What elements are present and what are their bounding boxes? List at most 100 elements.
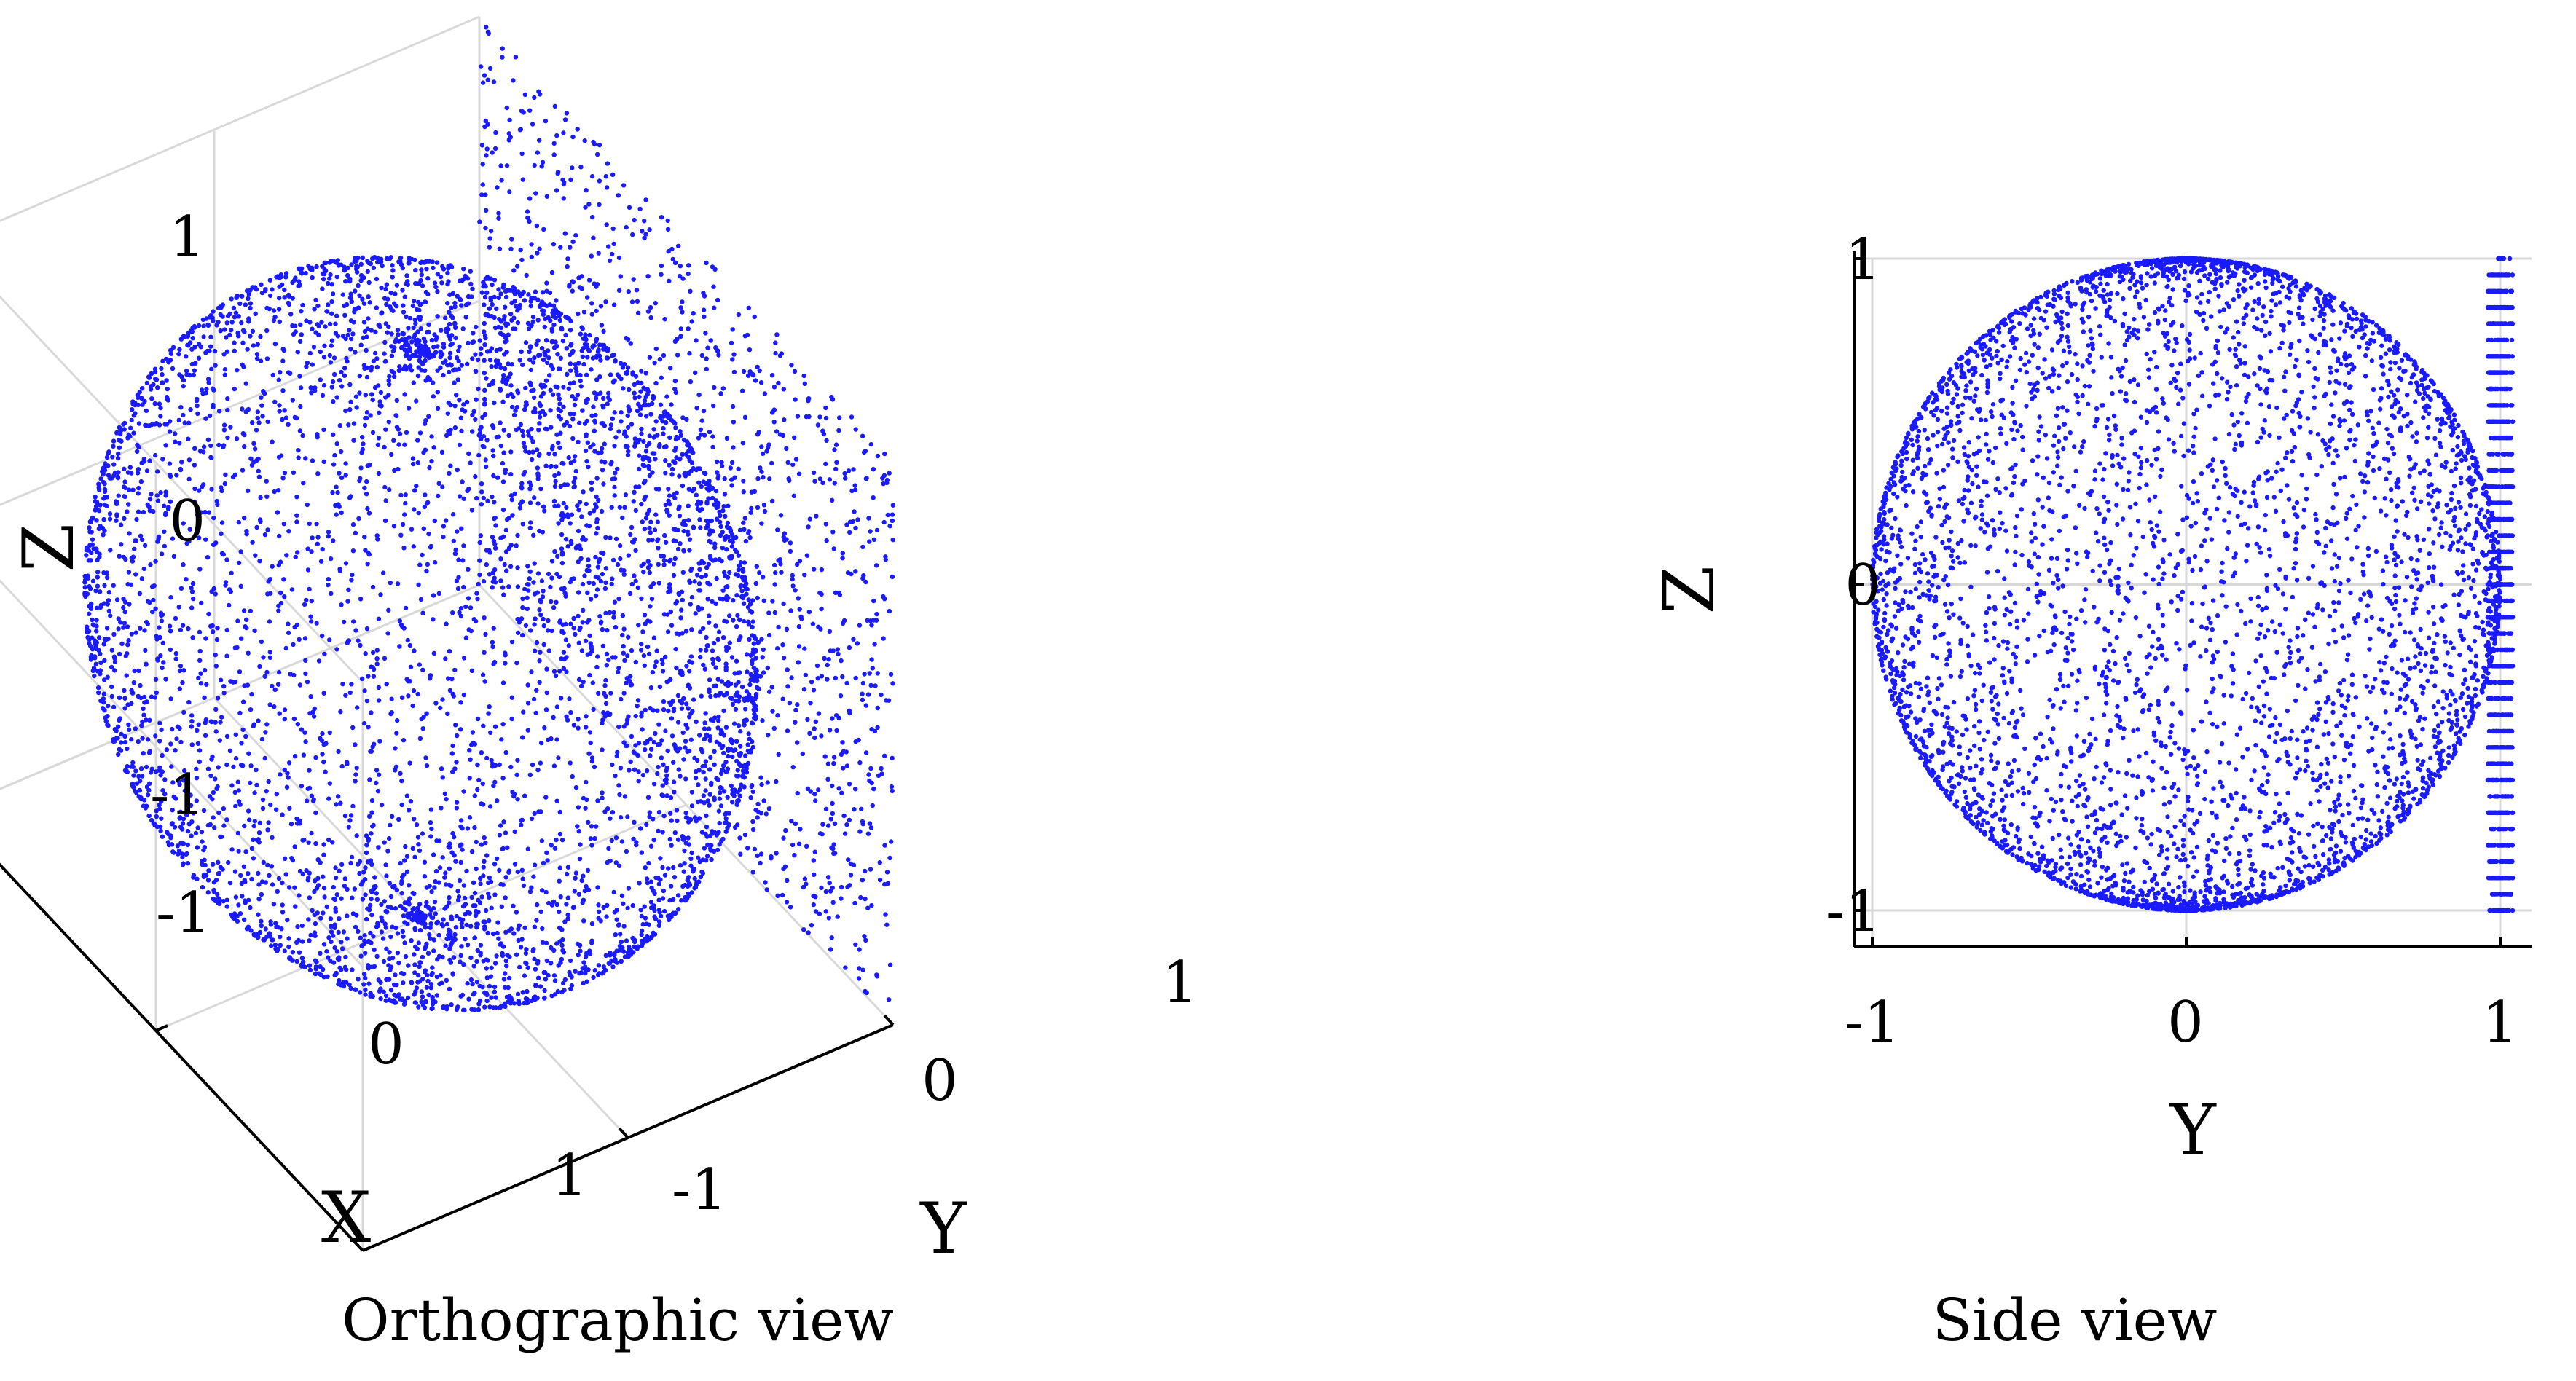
ortho-sphere-point bbox=[237, 710, 243, 716]
ortho-plane-point bbox=[719, 558, 724, 564]
ortho-sphere-point bbox=[645, 795, 651, 800]
ortho-sphere-point bbox=[343, 473, 348, 478]
ortho-sphere-point bbox=[554, 737, 559, 742]
ortho-plane-point bbox=[748, 795, 753, 800]
ortho-sphere-point bbox=[747, 682, 753, 688]
ortho-sphere-point bbox=[147, 458, 152, 463]
ortho-sphere-point bbox=[208, 623, 213, 629]
ortho-sphere-point bbox=[383, 862, 388, 867]
ortho-sphere-point bbox=[322, 651, 327, 657]
ortho-sphere-point bbox=[339, 896, 344, 901]
ortho-sphere-point bbox=[515, 532, 520, 538]
ortho-sphere-point bbox=[189, 833, 194, 838]
ortho-sphere-point bbox=[400, 265, 405, 271]
ortho-sphere-point bbox=[674, 455, 679, 460]
ortho-sphere-point bbox=[114, 430, 119, 436]
ortho-sphere-point bbox=[450, 972, 455, 977]
ortho-sphere-point bbox=[130, 487, 136, 492]
ortho-sphere-point bbox=[410, 461, 416, 467]
ortho-plane-point bbox=[776, 752, 781, 758]
ortho-sphere-point bbox=[188, 407, 193, 412]
ortho-sphere-point bbox=[370, 397, 375, 403]
ortho-sphere-point bbox=[138, 766, 144, 771]
ortho-sphere-point bbox=[280, 388, 286, 393]
ortho-sphere-point bbox=[402, 940, 407, 945]
ortho-sphere-point bbox=[696, 855, 701, 860]
ortho-sphere-point bbox=[299, 939, 305, 944]
ortho-sphere-point bbox=[117, 431, 123, 437]
ortho-plane-point bbox=[524, 400, 529, 405]
ortho-sphere-point bbox=[680, 483, 686, 489]
ortho-sphere-point bbox=[295, 924, 300, 929]
ortho-sphere-point bbox=[687, 537, 693, 542]
ortho-sphere-point bbox=[512, 829, 517, 835]
ortho-sphere-point bbox=[745, 742, 750, 747]
ortho-sphere-point bbox=[590, 345, 595, 350]
ortho-sphere-point bbox=[213, 591, 218, 597]
ortho-sphere-point bbox=[496, 936, 501, 941]
ortho-sphere-point bbox=[357, 478, 362, 484]
ortho-sphere-point bbox=[205, 822, 211, 828]
ortho-sphere-point bbox=[420, 921, 425, 926]
ortho-plane-point bbox=[530, 122, 535, 127]
ortho-sphere-point bbox=[266, 779, 271, 784]
ortho-sphere-point bbox=[255, 409, 260, 414]
ortho-plane-point bbox=[759, 521, 764, 526]
ortho-plane-point bbox=[639, 563, 644, 569]
ortho-sphere-point bbox=[652, 527, 658, 532]
ortho-sphere-point bbox=[286, 529, 291, 534]
ortho-sphere-point bbox=[235, 294, 240, 299]
ortho-sphere-point bbox=[589, 938, 594, 943]
ortho-sphere-point bbox=[665, 629, 671, 634]
ortho-sphere-point bbox=[667, 700, 672, 705]
ortho-plane-point bbox=[539, 578, 545, 583]
ortho-sphere-point bbox=[447, 369, 452, 375]
ortho-sphere-point bbox=[423, 368, 428, 373]
ortho-plane-point bbox=[672, 378, 678, 384]
ortho-plane-point bbox=[687, 351, 692, 356]
ortho-sphere-point bbox=[281, 577, 286, 582]
ortho-sphere-point bbox=[560, 937, 565, 943]
ortho-sphere-point bbox=[576, 361, 581, 366]
ortho-sphere-point bbox=[728, 529, 734, 534]
ortho-sphere-point bbox=[173, 650, 178, 656]
ortho-sphere-point bbox=[470, 412, 475, 418]
ortho-sphere-point bbox=[278, 590, 283, 596]
ortho-sphere-point bbox=[85, 626, 90, 632]
ortho-sphere-point bbox=[681, 437, 687, 443]
ortho-sphere-point bbox=[152, 695, 158, 700]
ortho-sphere-point bbox=[613, 359, 618, 364]
ortho-plane-point bbox=[676, 243, 681, 248]
ortho-sphere-point bbox=[678, 429, 683, 434]
ortho-sphere-point bbox=[363, 415, 368, 421]
ortho-sphere-point bbox=[216, 409, 222, 414]
ortho-sphere-point bbox=[720, 530, 725, 535]
ortho-sphere-point bbox=[257, 820, 263, 826]
ortho-sphere-point bbox=[534, 640, 540, 645]
ortho-sphere-point bbox=[378, 980, 383, 985]
ortho-sphere-point bbox=[559, 838, 565, 843]
ortho-sphere-point bbox=[263, 730, 268, 735]
ortho-sphere-point bbox=[525, 846, 530, 851]
ortho-sphere-point bbox=[417, 662, 422, 667]
ortho-sphere-point bbox=[339, 763, 345, 769]
ortho-sphere-point bbox=[617, 792, 622, 798]
ortho-sphere-point bbox=[365, 365, 370, 371]
ortho-sphere-point bbox=[221, 690, 227, 696]
ortho-sphere-point bbox=[388, 255, 393, 260]
ortho-sphere-point bbox=[453, 925, 459, 930]
ortho-plane-point bbox=[643, 494, 648, 500]
ortho-sphere-point bbox=[531, 395, 537, 401]
ortho-plane-point bbox=[847, 530, 852, 535]
ortho-plane-point bbox=[770, 599, 775, 604]
ortho-plane-point bbox=[490, 448, 495, 453]
ortho-sphere-point bbox=[647, 570, 652, 575]
ortho-plane-point bbox=[686, 326, 691, 331]
ortho-plane-point bbox=[889, 784, 895, 790]
ortho-sphere-point bbox=[404, 314, 409, 320]
ortho-sphere-point bbox=[706, 496, 711, 501]
ortho-sphere-point bbox=[515, 308, 520, 313]
ortho-sphere-point bbox=[498, 325, 504, 331]
ortho-sphere-point bbox=[398, 860, 403, 866]
ortho-sphere-point bbox=[282, 948, 287, 953]
